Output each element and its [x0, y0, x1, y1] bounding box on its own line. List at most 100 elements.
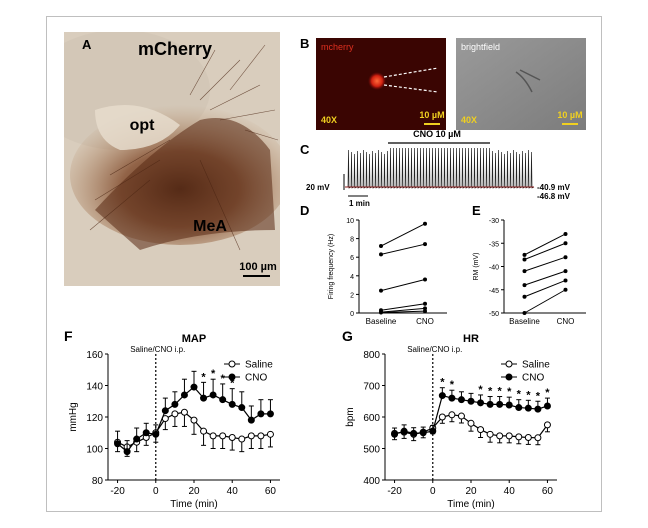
data-point	[563, 269, 568, 274]
pair-line	[524, 270, 566, 286]
opt-tract	[95, 105, 180, 150]
data-point	[379, 288, 383, 293]
legend-marker	[505, 373, 513, 381]
significance-marker: *	[488, 386, 493, 398]
y-tick-label: 6	[350, 255, 354, 262]
scale-label-b-left: 10 µM	[419, 110, 444, 120]
significance-marker: *	[221, 373, 226, 385]
y-axis-label: RM (mV)	[473, 253, 480, 281]
panel-label-f: F	[64, 328, 73, 344]
y-tick-label: 160	[86, 350, 103, 361]
significance-marker: *	[450, 379, 455, 391]
data-point	[190, 416, 198, 424]
panel-label-g: G	[342, 328, 353, 344]
panel-b-images: B mcherry 40X 10 µM brightfield 40X 10 µ…	[300, 36, 586, 130]
data-point	[266, 430, 274, 438]
data-point	[209, 391, 217, 399]
pair-line	[524, 256, 566, 272]
data-point	[423, 221, 427, 226]
pair-line	[380, 310, 426, 314]
data-point	[563, 241, 568, 246]
y-tick-label: 2	[350, 292, 354, 299]
chart-hr: G HR 400 500 600 700 800 -20 0 20 40 60 Time (min) bp…	[342, 328, 557, 510]
data-point	[515, 404, 523, 412]
x-tick-label: Baseline	[366, 317, 397, 326]
data-point	[522, 311, 527, 315]
significance-marker: *	[478, 384, 483, 396]
data-point	[448, 411, 456, 419]
legend-marker	[505, 360, 513, 368]
y-tick-label: 100	[86, 445, 103, 456]
x-tick-label: Baseline	[509, 317, 540, 326]
data-point	[423, 242, 427, 247]
data-point	[438, 413, 446, 421]
stain-dense-region	[95, 118, 275, 250]
data-point	[534, 405, 542, 413]
y-tick-label: 8	[350, 237, 354, 244]
injection-label: Saline/CNO i.p.	[130, 345, 185, 354]
significance-marker: *	[526, 389, 531, 401]
data-point	[496, 432, 504, 440]
chart-title: MAP	[182, 333, 206, 345]
y-axis-label: mmHg	[68, 402, 79, 431]
legend-label: Saline	[522, 360, 550, 371]
pair-line	[380, 223, 426, 247]
significance-marker: *	[507, 386, 512, 398]
data-point	[190, 383, 198, 391]
significance-marker: *	[211, 368, 216, 380]
y-tick-label: -50	[489, 311, 499, 318]
chart-map: F MAP 80 100 120 140 160 -20 0 20 40 60 Time (min) mm…	[64, 328, 280, 510]
data-point	[522, 294, 527, 299]
panel-a-micrograph: A mCherry opt MeA 100 µm	[64, 32, 280, 286]
pair-line	[380, 307, 426, 313]
data-point	[505, 401, 513, 409]
data-point	[423, 277, 427, 282]
significance-marker: *	[230, 378, 235, 390]
data-point	[563, 231, 568, 236]
brightfield-cell	[515, 69, 541, 93]
y-tick-label: 600	[363, 413, 380, 424]
labeled-neuron	[368, 72, 386, 90]
data-point	[247, 416, 255, 424]
data-point	[266, 410, 274, 418]
y-tick-label: 4	[350, 274, 354, 281]
x-tick-label: -20	[110, 486, 125, 497]
y-tick-label: 700	[363, 382, 380, 393]
pair-line	[524, 242, 566, 260]
chart-firing-frequency: D 0 2 4 6 8 10 Baseline CNO Firing frequency (Hz)	[300, 203, 447, 326]
x-tick-label: -20	[387, 486, 402, 497]
scale-label-a: 100 µm	[239, 261, 277, 273]
neuron-fibers	[89, 44, 279, 251]
data-point	[400, 427, 408, 435]
y-tick-label: 10	[346, 218, 354, 225]
mag-label-left: 40X	[321, 115, 337, 125]
data-point	[423, 306, 427, 311]
legend-label: Saline	[245, 360, 273, 371]
data-point	[123, 448, 131, 456]
data-point	[543, 421, 551, 429]
region-label-opt: opt	[130, 117, 156, 134]
data-point	[379, 252, 383, 257]
data-point	[247, 432, 255, 440]
data-point	[515, 433, 523, 441]
data-point	[379, 310, 383, 315]
data-point	[522, 252, 527, 257]
chart-rm: E -50 -45 -40 -35 -30 Baseline CNO RM (mV)	[472, 203, 586, 326]
data-point	[467, 397, 475, 405]
x-tick-label: 0	[430, 486, 436, 497]
data-point	[180, 408, 188, 416]
panel-label-e: E	[472, 203, 481, 218]
panel-label-b: B	[300, 36, 309, 51]
figure-frame	[46, 16, 602, 512]
vm-label-2: -46.8 mV	[537, 192, 571, 201]
data-point	[133, 435, 141, 443]
x-axis-label: Time (min)	[170, 499, 217, 510]
data-point	[522, 283, 527, 288]
region-label-mea: MeA	[193, 218, 227, 235]
y-tick-label: -35	[489, 241, 499, 248]
pair-line	[380, 279, 426, 292]
x-axis-label: Time (min)	[447, 499, 494, 510]
panel-a-title: mCherry	[138, 39, 212, 59]
data-point	[419, 429, 427, 437]
